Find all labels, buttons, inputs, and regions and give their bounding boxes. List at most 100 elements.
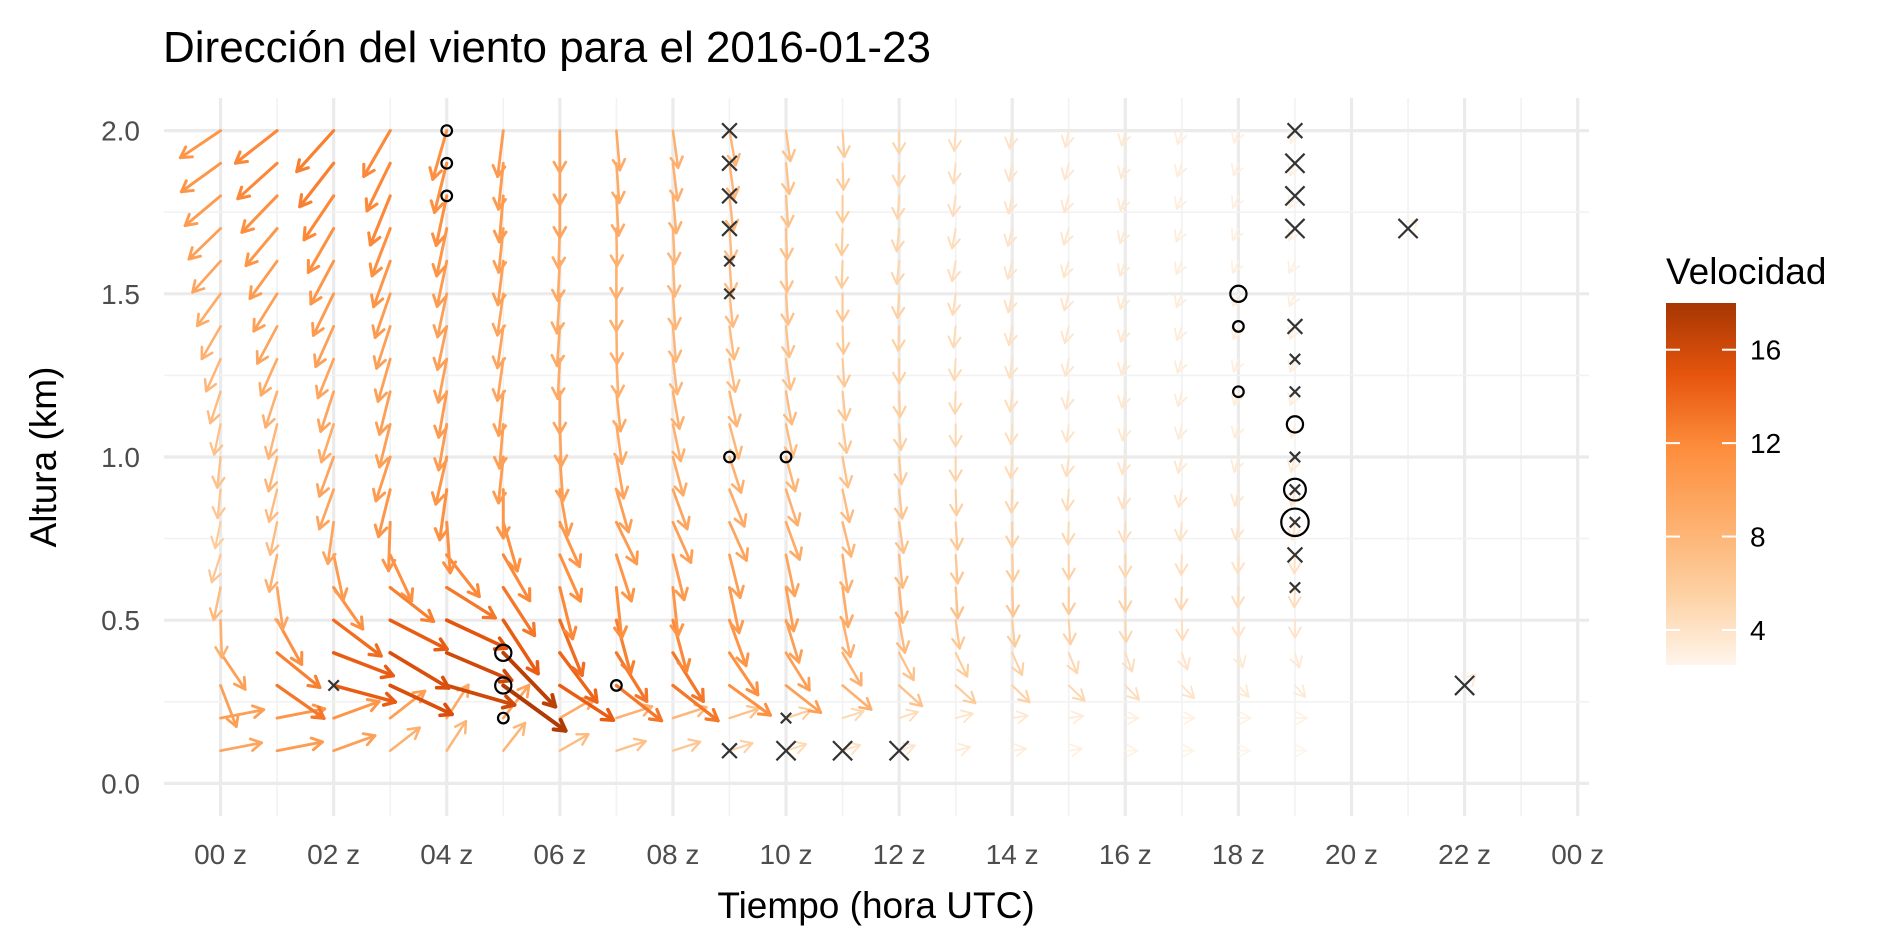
calm-markers — [327, 122, 1475, 762]
wind-vector — [445, 585, 497, 620]
wind-vector — [244, 227, 279, 268]
wind-vector — [841, 707, 865, 722]
wind-vector — [838, 423, 853, 454]
wind-vector — [274, 586, 289, 631]
wind-vector — [208, 586, 223, 622]
wind-vector — [558, 733, 590, 752]
wind-vector — [891, 325, 906, 352]
wind-vector — [1117, 260, 1131, 277]
wind-vector — [331, 651, 395, 680]
wind-vector — [373, 357, 392, 403]
wind-vector — [264, 488, 279, 523]
wind-vector — [317, 423, 335, 464]
wind-vector — [1060, 292, 1074, 312]
wind-vector — [502, 721, 527, 752]
wind-vector — [1061, 521, 1076, 546]
wind-vector — [728, 739, 754, 754]
wind-vector — [332, 698, 381, 720]
wind-vectors — [178, 129, 1477, 758]
wind-vector — [1287, 456, 1301, 473]
wind-vector — [331, 683, 398, 707]
wind-vector — [1060, 456, 1075, 478]
wind-vector — [445, 719, 468, 752]
chart-title: Dirección del viento para el 2016-01-23 — [163, 23, 931, 72]
wind-vector — [1174, 260, 1187, 275]
x-axis-title: Tiempo (hora UTC) — [717, 885, 1034, 926]
wind-vector — [836, 357, 851, 388]
calm-marker-x — [721, 742, 738, 759]
wind-vector — [501, 585, 537, 638]
wind-vector — [552, 390, 568, 435]
wind-vector — [614, 618, 636, 675]
wind-vector — [1173, 292, 1187, 309]
wind-vector — [836, 162, 851, 191]
wind-vector — [948, 390, 963, 415]
calm-marker-x — [1284, 152, 1306, 174]
wind-vector — [610, 194, 626, 237]
x-tick-label: 00 z — [1551, 839, 1604, 870]
wind-vector — [609, 292, 624, 333]
wind-vector — [364, 161, 392, 213]
legend: Velocidad 4 8 12 16 — [1666, 251, 1826, 665]
wind-vector — [784, 651, 811, 692]
wind-vector — [834, 227, 850, 257]
x-tick-label: 18 z — [1212, 839, 1265, 870]
x-axis-ticks: 00 z 02 z 04 z 06 z 08 z 10 z 12 z 14 z 16 z 18 z… — [194, 839, 1604, 870]
wind-vector — [295, 129, 336, 174]
wind-vector — [785, 740, 808, 755]
wind-vector — [1173, 488, 1188, 508]
wind-vector — [1003, 227, 1018, 247]
wind-vector — [609, 325, 625, 366]
wind-vector — [430, 455, 449, 506]
wind-vector — [258, 357, 279, 397]
wind-vector — [371, 292, 392, 339]
wind-vector — [614, 651, 649, 703]
wind-vector — [841, 521, 856, 558]
wind-vector — [219, 737, 263, 753]
calm-marker-x — [1284, 218, 1306, 239]
wind-vector — [302, 194, 336, 242]
legend-tick-label: 4 — [1750, 615, 1766, 646]
wind-vector — [381, 520, 397, 573]
wind-vector — [209, 423, 224, 456]
calm-marker-x — [1288, 516, 1301, 529]
wind-vector — [1062, 619, 1077, 646]
wind-vector — [949, 553, 965, 585]
wind-vector — [671, 618, 692, 673]
wind-vector — [894, 521, 910, 554]
wind-vector — [1237, 711, 1252, 725]
wind-vector — [728, 586, 745, 635]
wind-vector — [726, 357, 741, 393]
wind-vector — [1060, 260, 1074, 279]
wind-vector — [501, 683, 568, 733]
wind-vector — [614, 520, 639, 566]
wind-vector — [309, 259, 336, 306]
wind-vector — [894, 488, 909, 520]
legend-colorbar — [1666, 303, 1736, 665]
calm-marker-x — [721, 220, 738, 237]
wind-vector — [1117, 488, 1131, 510]
wind-vector — [240, 194, 279, 234]
wind-vector — [671, 683, 720, 723]
x-tick-label: 10 z — [760, 839, 813, 870]
wind-vector — [195, 292, 222, 328]
wind-vector — [1230, 195, 1244, 209]
wind-vector — [1117, 292, 1131, 310]
wind-vector — [1060, 129, 1075, 148]
wind-vector — [667, 227, 682, 265]
calm-marker-x — [1286, 122, 1304, 139]
wind-vector — [614, 553, 636, 603]
wind-vector — [612, 390, 627, 433]
circle-marker — [1285, 415, 1305, 434]
wind-vector — [1287, 586, 1302, 609]
wind-vector — [668, 194, 683, 235]
wind-vector — [1117, 129, 1131, 147]
legend-ticks: 4 8 12 16 — [1666, 335, 1781, 646]
wind-vector — [492, 390, 508, 437]
wind-vector — [667, 292, 682, 331]
calm-marker-x — [1284, 185, 1306, 207]
wind-vector — [1005, 586, 1020, 618]
wind-vector — [1011, 743, 1027, 757]
wind-vector — [947, 194, 962, 217]
wind-vector — [551, 357, 566, 400]
